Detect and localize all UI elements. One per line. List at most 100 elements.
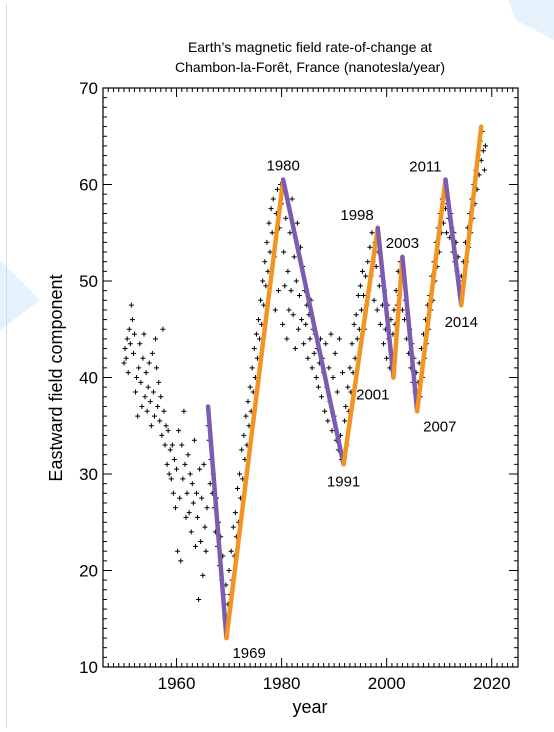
data-point	[283, 215, 289, 221]
data-point	[185, 452, 191, 458]
data-point	[315, 384, 321, 390]
data-point	[177, 495, 183, 501]
data-point	[299, 317, 305, 323]
year-annotation: 2011	[409, 159, 441, 176]
data-point	[260, 278, 266, 284]
data-point	[207, 481, 213, 487]
y-axis-label: Eastward field component	[46, 274, 66, 481]
data-point	[295, 326, 301, 332]
data-point	[143, 370, 149, 376]
data-point	[263, 283, 269, 289]
data-point	[132, 331, 138, 337]
data-point	[178, 558, 184, 564]
chart-title-line1: Earth’s magnetic field rate-of-change at	[188, 39, 432, 55]
data-point	[151, 413, 157, 419]
data-point	[182, 461, 188, 467]
data-point	[204, 505, 210, 511]
data-point	[241, 432, 247, 438]
data-point	[340, 370, 346, 376]
data-point	[165, 428, 171, 434]
data-point	[384, 355, 390, 361]
data-point	[270, 196, 276, 202]
data-point	[195, 514, 201, 520]
data-point	[174, 466, 180, 472]
data-point	[255, 317, 261, 323]
decline-trend-line	[280, 177, 346, 467]
data-point	[272, 307, 278, 313]
data-point	[363, 273, 369, 279]
data-point	[123, 355, 129, 361]
data-point	[281, 249, 287, 255]
data-point	[139, 403, 145, 409]
year-annotation: 1969	[232, 645, 265, 662]
data-point	[128, 302, 134, 308]
data-point	[399, 307, 405, 313]
data-point	[126, 326, 132, 332]
year-annotation: 1991	[327, 473, 360, 490]
x-tick-label: 2020	[473, 674, 511, 693]
data-point	[284, 336, 290, 342]
data-point	[301, 341, 307, 347]
data-point	[243, 413, 249, 419]
data-point	[322, 408, 328, 414]
data-point	[358, 307, 364, 313]
data-point	[482, 143, 488, 149]
data-point	[187, 471, 193, 477]
decline-trend-line	[205, 404, 229, 641]
data-point	[161, 408, 167, 414]
data-point	[253, 331, 259, 337]
data-point	[145, 384, 151, 390]
data-point	[289, 196, 295, 202]
data-point	[292, 346, 298, 352]
data-point	[247, 384, 253, 390]
year-annotation: 1998	[340, 207, 373, 224]
chart-title-line2: Chambon-la-Forêt, France (nanotesla/year…	[175, 59, 445, 75]
data-point	[129, 317, 135, 323]
y-tick-label: 10	[79, 658, 98, 677]
data-point	[258, 297, 264, 303]
y-tick-label: 70	[79, 79, 98, 98]
data-point	[391, 307, 397, 313]
data-point	[232, 510, 238, 516]
x-tick-label: 2000	[368, 674, 406, 693]
data-point	[142, 394, 148, 400]
data-point	[296, 292, 302, 298]
rise-trend-line	[341, 225, 380, 467]
data-point	[307, 336, 313, 342]
data-point	[138, 379, 144, 385]
data-point	[239, 447, 245, 453]
data-point	[267, 249, 273, 255]
data-point	[198, 539, 204, 545]
data-point	[154, 365, 160, 371]
data-point	[237, 471, 243, 477]
data-point	[169, 442, 175, 448]
data-point	[361, 292, 367, 298]
data-point	[175, 548, 181, 554]
data-point	[351, 321, 357, 327]
data-point	[280, 321, 286, 327]
data-point	[274, 186, 280, 192]
data-point	[266, 220, 272, 226]
plot-frame	[102, 87, 519, 668]
data-point	[286, 307, 292, 313]
data-point	[377, 321, 383, 327]
data-point	[288, 288, 294, 294]
data-point	[282, 283, 288, 289]
y-tick-label: 30	[79, 465, 98, 484]
data-point	[303, 321, 309, 327]
data-point	[134, 375, 140, 380]
data-point	[149, 350, 155, 356]
data-point	[328, 331, 334, 337]
data-point	[197, 466, 203, 472]
data-point	[290, 312, 296, 318]
data-point	[168, 476, 174, 482]
data-point	[188, 529, 194, 535]
data-point	[163, 423, 169, 429]
data-point	[183, 514, 189, 520]
data-point	[200, 572, 206, 578]
data-point	[376, 283, 382, 289]
data-point	[130, 350, 136, 356]
data-point	[176, 428, 182, 434]
data-point	[171, 457, 177, 463]
data-point	[180, 476, 186, 482]
